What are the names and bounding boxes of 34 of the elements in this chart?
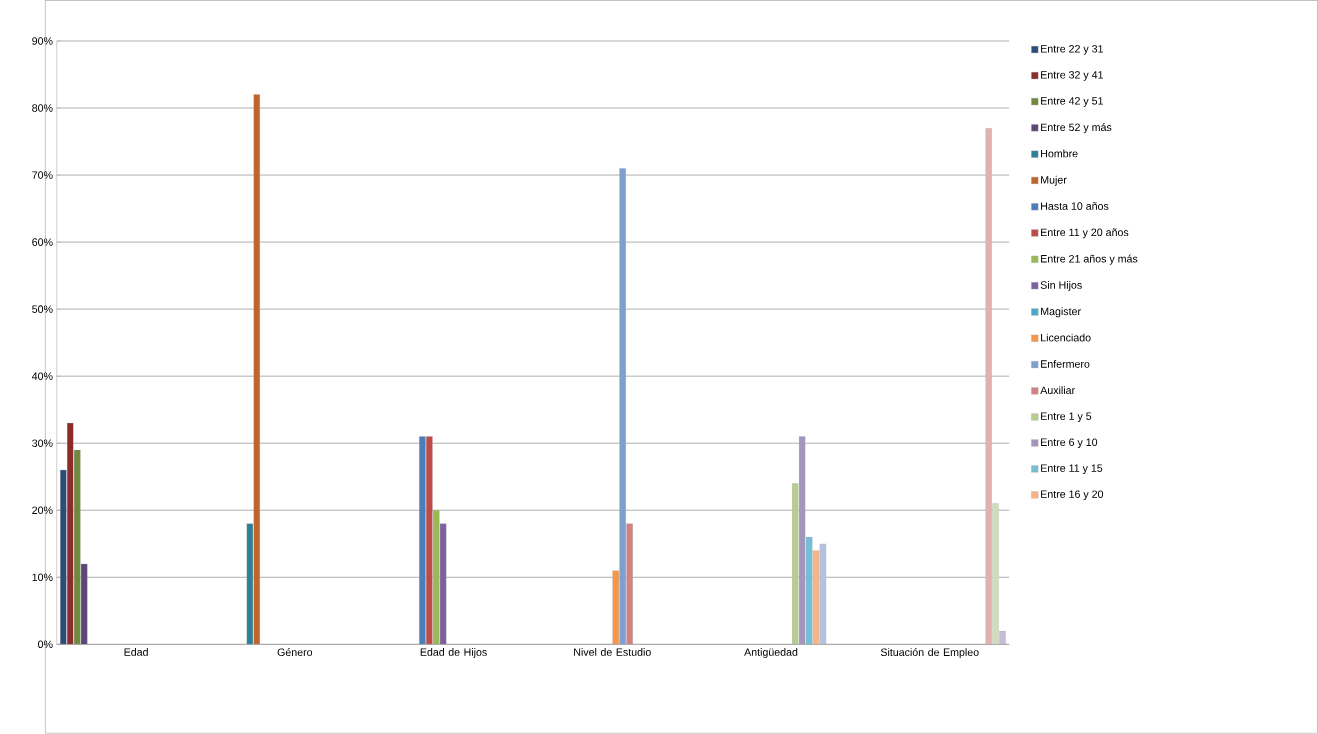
legend-label: Hombre — [1041, 149, 1078, 158]
legend-label: Entre 52 y más — [1041, 123, 1112, 134]
legend-label: Entre 21 años y más — [1041, 254, 1138, 265]
y-tick-label: 30% — [32, 439, 53, 448]
legend-label: Entre 32 y 41 — [1041, 71, 1103, 81]
legend-label: Entre 6 y 10 — [1041, 438, 1098, 449]
x-tick-label: Antigüedad — [744, 648, 798, 659]
legend-label: Hasta 10 años — [1041, 202, 1109, 211]
legend-label: Entre 22 y 31 — [1041, 45, 1103, 55]
x-tick-label: Edad de Hijos — [420, 648, 487, 659]
legend-label: Entre 11 y 15 — [1041, 464, 1103, 475]
legend-label: Entre 16 y 20 — [1041, 490, 1104, 501]
y-tick-label: 90% — [32, 37, 53, 45]
x-tick-label: Edad — [124, 648, 148, 657]
legend-label: Entre 1 y 5 — [1041, 412, 1092, 423]
x-tick-label: Nivel de Estudio — [574, 648, 651, 657]
y-tick-label: 60% — [32, 238, 53, 247]
x-tick-label: Género — [277, 648, 313, 657]
legend-label: Entre 42 y 51 — [1041, 97, 1103, 107]
y-tick-label: 40% — [31, 372, 53, 381]
y-tick-label: 10% — [32, 573, 53, 582]
y-tick-label: 0% — [38, 640, 53, 649]
legend-label: Auxiliar — [1040, 386, 1075, 395]
y-tick-label: 50% — [32, 305, 53, 314]
legend-label: Enfermero — [1041, 360, 1090, 368]
legend-label: Entre 11 y 20 años — [1041, 228, 1129, 239]
y-tick-label: 80% — [32, 104, 53, 112]
legend-label: Magister — [1041, 307, 1081, 318]
y-tick-label: 70% — [32, 171, 53, 179]
legend-label: Sin Hijos — [1040, 281, 1082, 292]
legend-label: Licenciado — [1041, 333, 1091, 342]
x-tick-label: Situación de Empleo — [880, 648, 979, 659]
legend-label: Mujer — [1041, 176, 1067, 186]
y-tick-label: 20% — [32, 506, 53, 515]
